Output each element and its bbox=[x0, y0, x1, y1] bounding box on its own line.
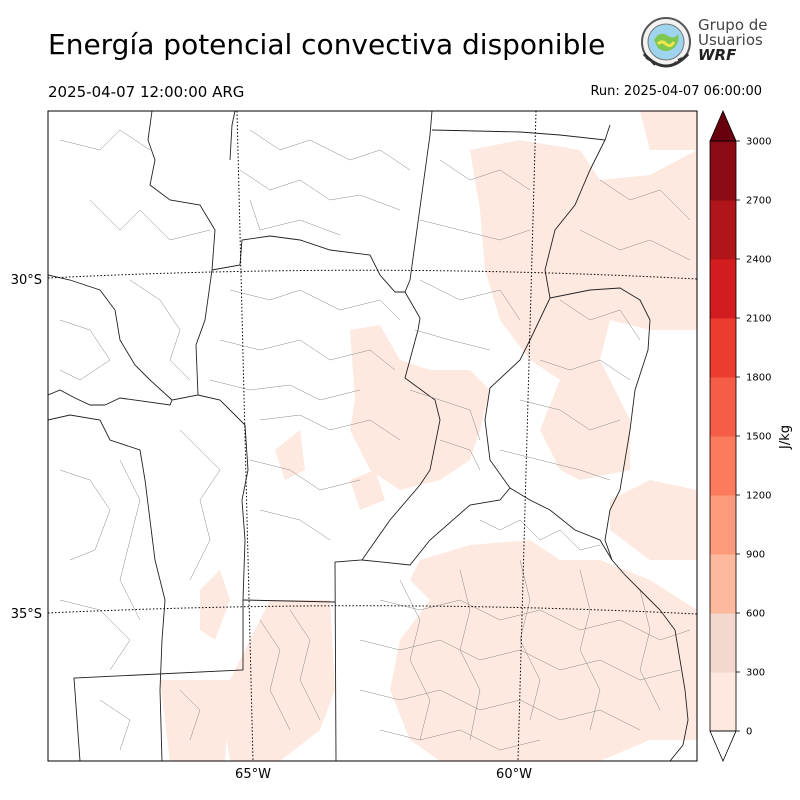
colorbar-bin bbox=[710, 318, 736, 378]
grupo-usuarios-wrf-logo: Grupo de Usuarios WRF bbox=[638, 14, 788, 76]
colorbar-bin bbox=[710, 141, 736, 201]
logo-line-2: Usuarios bbox=[698, 31, 763, 49]
lon-label-60w: 60°W bbox=[496, 767, 532, 782]
colorbar-bin bbox=[710, 436, 736, 496]
lat-label-30s: 30°S bbox=[11, 273, 42, 288]
colorbar-extend-max bbox=[709, 109, 737, 142]
colorbar-tick-label: 1500 bbox=[746, 432, 771, 443]
colorbar-tick-label: 3000 bbox=[746, 137, 771, 148]
colorbar-tick-label: 900 bbox=[746, 550, 765, 561]
department-borders bbox=[59, 129, 691, 751]
colorbar-tick-label: 1800 bbox=[746, 373, 771, 384]
province-borders bbox=[48, 111, 651, 761]
colorbar-tick-label: 1200 bbox=[746, 491, 771, 502]
globe-seal-icon bbox=[641, 17, 691, 68]
colorbar-tick-label: 2700 bbox=[746, 196, 771, 207]
colorbar-bin bbox=[710, 259, 736, 319]
colorbar-tick-label: 0 bbox=[746, 727, 752, 738]
logo-line-1: Grupo de bbox=[698, 16, 768, 34]
colorbar-bin bbox=[710, 554, 736, 614]
coastline bbox=[611, 559, 689, 761]
lat-label-35s: 35°S bbox=[11, 607, 42, 622]
colorbar-extend-min bbox=[709, 730, 737, 763]
colorbar: 0 300 600 900 1200 1500 1800 2100 2400 2700 3000 bbox=[709, 109, 771, 763]
lon-label-65w: 65°W bbox=[235, 767, 271, 782]
colorbar-bin bbox=[710, 200, 736, 260]
colorbar-bin bbox=[710, 495, 736, 555]
colorbar-unit-label: J/kg bbox=[778, 425, 793, 450]
colorbar-bin bbox=[710, 377, 736, 437]
cape-shading bbox=[160, 111, 697, 761]
colorbar-tick-label: 600 bbox=[746, 609, 765, 620]
colorbar-bin bbox=[710, 613, 736, 673]
colorbar-tick-label: 2100 bbox=[746, 314, 771, 325]
run-time: Run: 2025-04-07 06:00:00 bbox=[590, 84, 762, 99]
map-area bbox=[48, 111, 697, 761]
colorbar-bin bbox=[710, 672, 736, 732]
map-title: Energía potencial convectiva disponible bbox=[48, 28, 606, 61]
map-frame bbox=[47, 110, 698, 762]
colorbar-tick-label: 2400 bbox=[746, 255, 771, 266]
colorbar-tick-label: 300 bbox=[746, 668, 765, 679]
valid-time: 2025-04-07 12:00:00 ARG bbox=[48, 83, 245, 101]
logo-line-3: WRF bbox=[698, 46, 737, 64]
graticule bbox=[48, 111, 697, 761]
